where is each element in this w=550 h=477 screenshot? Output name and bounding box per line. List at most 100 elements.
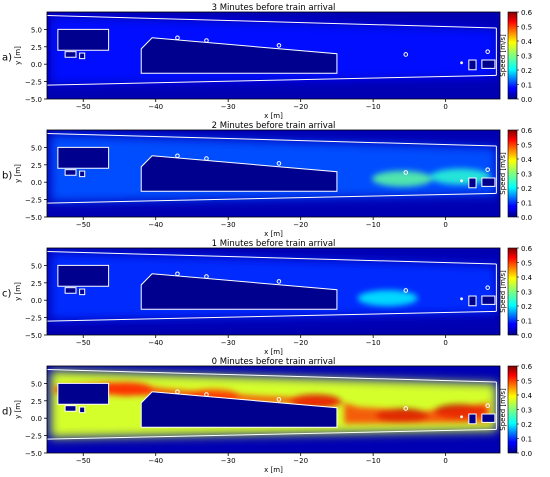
column-2: [276, 397, 282, 402]
colorbar-tick-label: 0.6: [521, 9, 533, 17]
x-tick-label: −30: [221, 103, 236, 111]
axes-frame: [46, 129, 501, 218]
column-2: [276, 279, 282, 284]
colorbar-tick-label: 0.4: [521, 274, 533, 282]
colorbar-tick-label: 0.2: [521, 185, 532, 193]
colorbar-tick-label: 0.0: [521, 332, 532, 340]
x-tick-label: −40: [148, 103, 163, 111]
colorbar: [507, 365, 518, 454]
x-tick-label: −40: [148, 457, 163, 465]
panel-1: 2 Minutes before train arrival b) −5.0 −2.5…: [2, 121, 533, 238]
colorbar: [507, 11, 518, 100]
x-tick-label: −50: [76, 457, 91, 465]
x-tick-label: −50: [76, 339, 91, 347]
wall-bottom: [46, 74, 497, 86]
x-tick-label: −20: [293, 339, 308, 347]
platform-island: [140, 37, 338, 74]
x-tick-label: −10: [366, 221, 381, 229]
x-tick-label: −20: [293, 103, 308, 111]
wall-top: [46, 14, 497, 29]
axes-frame: [46, 11, 501, 100]
colorbar-label: Speed [m/s]: [499, 388, 507, 431]
x-tick-label: −10: [366, 103, 381, 111]
right-box-1: [468, 59, 477, 71]
small-box-1: [64, 405, 77, 412]
colorbar-tick-label: 0.5: [521, 378, 532, 386]
y-axis-label: y [m]: [14, 164, 22, 183]
y-tick-label: 0.0: [31, 297, 42, 305]
x-tick-label: −40: [148, 339, 163, 347]
y-tick-label: 0.0: [31, 61, 42, 69]
axes-frame: [46, 365, 501, 454]
building-block: [57, 264, 110, 287]
wall-bottom: [46, 192, 497, 204]
x-tick-label: 0: [443, 457, 447, 465]
colorbar-tick-label: 0.3: [521, 171, 532, 179]
small-box-2: [79, 170, 86, 178]
hotspot-0: [372, 170, 433, 187]
column-1: [204, 156, 209, 161]
axes-frame: [46, 247, 501, 336]
panel-title: 3 Minutes before train arrival: [212, 3, 336, 13]
y-tick-label: 0.0: [31, 179, 42, 187]
colorbar: [507, 247, 518, 336]
y-axis-label: y [m]: [14, 400, 22, 419]
y-tick-label: 2.5: [31, 280, 42, 288]
colorbar-tick-label: 0.6: [521, 245, 533, 253]
colorbar-tick-label: 0.4: [521, 392, 533, 400]
x-tick-label: −10: [366, 339, 381, 347]
x-tick-label: −50: [76, 103, 91, 111]
x-axis-label: x [m]: [264, 348, 283, 356]
colorbar-tick-label: 0.6: [521, 363, 533, 371]
x-axis-label: x [m]: [264, 112, 283, 120]
x-tick-label: −30: [221, 221, 236, 229]
column-4: [485, 49, 490, 54]
panel-3: 0 Minutes before train arrival d) −5.0 −2.5…: [2, 357, 533, 474]
x-tick-label: −20: [293, 457, 308, 465]
colorbar-tick-label: 0.1: [521, 82, 532, 90]
panel-0: 3 Minutes before train arrival a) −5.0 −2.5…: [2, 3, 533, 120]
column-1: [204, 38, 209, 43]
colorbar-label: Speed [m/s]: [499, 34, 507, 77]
y-tick-label: 5.0: [31, 262, 42, 270]
wall-top: [46, 132, 497, 147]
panel-title: 0 Minutes before train arrival: [212, 357, 336, 367]
y-tick-label: −2.5: [25, 315, 42, 323]
marker-dot: [460, 297, 463, 301]
platform-island: [140, 391, 338, 428]
hotspot-1: [430, 168, 491, 185]
colorbar-tick-label: 0.1: [521, 200, 532, 208]
column-4: [485, 403, 490, 408]
wall-bottom: [46, 428, 497, 440]
panel-letter: a): [2, 53, 12, 64]
wall-top: [46, 368, 497, 383]
y-tick-label: 2.5: [31, 44, 42, 52]
colorbar-tick-label: 0.5: [521, 142, 532, 150]
x-axis-label: x [m]: [264, 466, 283, 474]
wall-top: [46, 250, 497, 265]
colorbar-tick-label: 0.0: [521, 214, 532, 222]
column-4: [485, 285, 490, 290]
right-box-2: [481, 413, 496, 423]
y-tick-label: −5.0: [25, 96, 42, 104]
column-1: [204, 392, 209, 397]
column-2: [276, 161, 282, 166]
x-tick-label: −30: [221, 457, 236, 465]
colorbar-tick-label: 0.3: [521, 407, 532, 415]
platform-geometry: [46, 14, 497, 86]
marker-dot: [460, 179, 463, 183]
column-3: [403, 170, 409, 175]
column-3: [403, 288, 409, 293]
panel-2: 1 Minutes before train arrival c) −5.0 −2.5…: [2, 239, 533, 356]
colorbar-label: Speed [m/s]: [499, 152, 507, 195]
small-box-1: [64, 287, 77, 294]
y-tick-label: −2.5: [25, 79, 42, 87]
panel-letter: d): [2, 407, 12, 418]
panel-title: 1 Minutes before train arrival: [212, 239, 336, 249]
hotspot-0: [357, 290, 418, 307]
small-box-2: [79, 406, 86, 414]
small-box-2: [79, 288, 86, 296]
colorbar-tick-label: 0.1: [521, 436, 532, 444]
y-tick-label: −5.0: [25, 332, 42, 340]
